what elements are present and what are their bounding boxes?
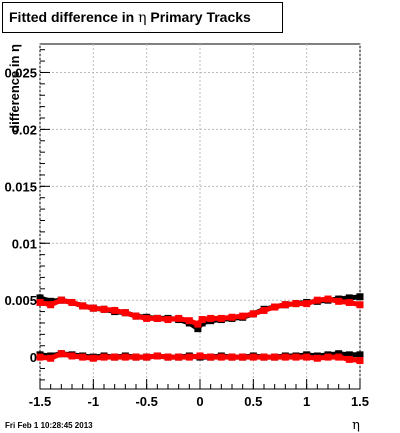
y-tick-label: 0.015 bbox=[4, 179, 37, 194]
black-data-point bbox=[356, 293, 364, 301]
red-data-point bbox=[68, 298, 76, 306]
x-tick-label: -1.5 bbox=[29, 394, 51, 409]
red-data-point bbox=[68, 352, 76, 360]
y-tick-label: 0.01 bbox=[12, 236, 37, 251]
red-data-point bbox=[303, 300, 311, 308]
red-data-point bbox=[260, 353, 268, 361]
red-data-point bbox=[217, 353, 225, 361]
chart-title-box: Fitted difference in η Primary Tracks bbox=[2, 2, 283, 33]
red-data-point bbox=[335, 353, 343, 361]
red-data-point bbox=[239, 312, 247, 320]
red-data-point bbox=[111, 306, 119, 314]
x-tick-label: 1.5 bbox=[351, 394, 369, 409]
red-data-point bbox=[335, 297, 343, 305]
red-data-point bbox=[345, 355, 353, 363]
black-data-point bbox=[356, 351, 364, 359]
y-axis-label: difference in η bbox=[7, 44, 22, 133]
y-tick-label: 0.025 bbox=[4, 65, 37, 80]
red-data-point bbox=[153, 314, 161, 322]
red-data-point bbox=[249, 310, 257, 318]
x-axis-label: η bbox=[352, 418, 360, 433]
red-data-point bbox=[121, 353, 129, 361]
red-data-point bbox=[89, 304, 97, 312]
red-data-point bbox=[175, 353, 183, 361]
red-data-point bbox=[175, 314, 183, 322]
red-data-point bbox=[281, 353, 289, 361]
red-data-point bbox=[239, 353, 247, 361]
red-data-point bbox=[207, 314, 215, 322]
red-data-point bbox=[185, 353, 193, 361]
red-data-point bbox=[121, 309, 129, 317]
red-data-point bbox=[143, 353, 151, 361]
red-data-point bbox=[292, 300, 300, 308]
red-data-point bbox=[271, 353, 279, 361]
red-data-point bbox=[194, 320, 202, 328]
red-data-point bbox=[89, 354, 97, 362]
red-data-point bbox=[111, 353, 119, 361]
x-tick-label: 0.5 bbox=[244, 394, 262, 409]
red-data-point bbox=[313, 296, 321, 304]
chart-title-eta-symbol: η bbox=[138, 10, 147, 26]
x-tick-label: -0.5 bbox=[135, 394, 157, 409]
red-data-point bbox=[345, 298, 353, 306]
red-data-point bbox=[132, 353, 140, 361]
red-data-point bbox=[153, 352, 161, 360]
black-data-point bbox=[194, 325, 202, 333]
red-data-point bbox=[281, 301, 289, 309]
y-tick-label: 0 bbox=[30, 350, 37, 365]
red-data-point bbox=[260, 306, 268, 314]
red-data-point bbox=[185, 317, 193, 325]
red-data-point bbox=[100, 353, 108, 361]
black-data-point bbox=[36, 294, 44, 302]
red-data-point bbox=[217, 314, 225, 322]
red-data-point bbox=[164, 316, 172, 324]
grid-lines bbox=[39, 44, 361, 389]
red-data-point bbox=[79, 353, 87, 361]
x-tick-label: 0 bbox=[196, 394, 203, 409]
red-data-point bbox=[313, 354, 321, 362]
chart-title-text: Fitted difference in bbox=[9, 9, 139, 25]
red-data-point bbox=[228, 353, 236, 361]
x-tick-label: -1 bbox=[88, 394, 100, 409]
black-data-point bbox=[345, 294, 353, 302]
red-data-point bbox=[100, 305, 108, 313]
red-data-point bbox=[292, 353, 300, 361]
red-data-point bbox=[143, 314, 151, 322]
red-data-point bbox=[57, 296, 65, 304]
chart-title-suffix: Primary Tracks bbox=[146, 9, 251, 25]
data-marks bbox=[36, 293, 364, 365]
red-data-point bbox=[228, 313, 236, 321]
x-tick-label: 1 bbox=[303, 394, 310, 409]
red-data-point bbox=[36, 353, 44, 361]
red-data-point bbox=[196, 352, 204, 360]
y-tick-label: 0.005 bbox=[4, 293, 37, 308]
timestamp: Fri Feb 1 10:28:45 2013 bbox=[5, 421, 93, 430]
red-data-point bbox=[79, 302, 87, 310]
red-data-point bbox=[356, 301, 364, 309]
red-data-point bbox=[36, 298, 44, 306]
red-data-point bbox=[47, 354, 55, 362]
black-data-point bbox=[345, 351, 353, 359]
red-data-point bbox=[303, 353, 311, 361]
red-data-point bbox=[324, 353, 332, 361]
red-data-point bbox=[198, 316, 206, 324]
red-data-point bbox=[57, 350, 65, 358]
red-data-point bbox=[207, 353, 215, 361]
axis-ticks: -1.5 -1 -0.5 0 0.5 1 1.5 0 0.005 0.01 0.015 0.02 0.0… bbox=[4, 49, 369, 409]
red-data-point bbox=[132, 312, 140, 320]
red-data-point bbox=[356, 357, 364, 365]
y-tick-label: 0.02 bbox=[12, 122, 37, 137]
red-data-point bbox=[249, 353, 257, 361]
red-data-point bbox=[271, 303, 279, 311]
red-data-point bbox=[164, 353, 172, 361]
red-data-point bbox=[47, 301, 55, 309]
red-data-point bbox=[324, 295, 332, 303]
